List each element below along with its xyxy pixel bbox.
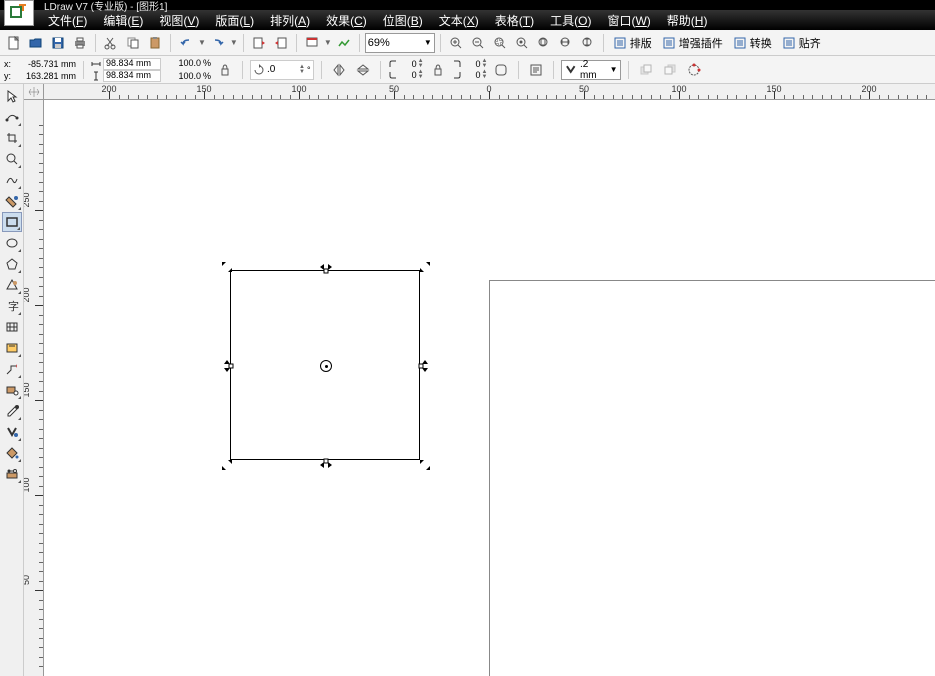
zoom-selection-button[interactable] (490, 33, 510, 53)
size-inputs[interactable]: 98.834 mm 98.834 mm (91, 58, 161, 82)
tool-palette: 字 (0, 84, 24, 676)
menu-e[interactable]: 编辑(E) (95, 12, 151, 29)
selection-handle[interactable] (417, 457, 433, 473)
wrap-text-button[interactable] (526, 60, 546, 80)
freehand-tool[interactable] (2, 170, 22, 190)
menu-l[interactable]: 版面(L) (207, 12, 262, 29)
canvas[interactable] (44, 100, 935, 676)
zhuanhuan-button[interactable]: 转换 (729, 35, 776, 51)
import-button[interactable] (249, 33, 269, 53)
rectangle-tool[interactable] (2, 212, 22, 232)
zoom-select[interactable]: 69%▼ (365, 33, 435, 53)
node-handle[interactable] (419, 364, 424, 369)
menu-o[interactable]: 工具(O) (542, 12, 599, 29)
menu-c[interactable]: 效果(C) (318, 12, 375, 29)
selection-handle[interactable] (219, 259, 235, 275)
property-bar: x:-85.731 mm y:163.281 mm 98.834 mm 98.8… (0, 56, 935, 84)
standard-toolbar: ▼ ▼ ▼ 69%▼ 排版增强插件转换贴齐 (0, 30, 935, 56)
menu-f[interactable]: 文件(F) (40, 12, 95, 29)
selection-handle[interactable] (219, 457, 235, 473)
paste-button[interactable] (145, 33, 165, 53)
ellipse-tool[interactable] (2, 233, 22, 253)
menu-w[interactable]: 窗口(W) (599, 12, 658, 29)
position-display: x:-85.731 mm y:163.281 mm (4, 58, 76, 82)
tieqi-button[interactable]: 贴齐 (778, 35, 825, 51)
paiban-button[interactable]: 排版 (609, 35, 656, 51)
rotation-input[interactable]: ▲▼ ° (250, 60, 314, 80)
horizontal-ruler[interactable]: 20015010050050100150200 (44, 84, 935, 100)
save-button[interactable] (48, 33, 68, 53)
zengqiang-button[interactable]: 增强插件 (658, 35, 727, 51)
zoom-page-button[interactable] (534, 33, 554, 53)
menu-h[interactable]: 帮助(H) (659, 12, 716, 29)
pick-tool[interactable] (2, 86, 22, 106)
redo-button[interactable] (208, 33, 228, 53)
new-button[interactable] (4, 33, 24, 53)
selected-rectangle[interactable] (230, 270, 420, 460)
welcome-button[interactable] (334, 33, 354, 53)
crop-tool[interactable] (2, 128, 22, 148)
corner-style-button[interactable] (491, 60, 511, 80)
node-handle[interactable] (324, 459, 329, 464)
ruler-origin[interactable] (24, 84, 44, 100)
text-tool[interactable]: 字 (2, 296, 22, 316)
copy-button[interactable] (123, 33, 143, 53)
table-tool[interactable] (2, 317, 22, 337)
zoom-width-button[interactable] (556, 33, 576, 53)
titlebar: LDraw V7 (专业版) - [图形1] (0, 0, 935, 10)
selection-center[interactable] (320, 360, 332, 372)
eyedropper-tool[interactable] (2, 401, 22, 421)
open-button[interactable] (26, 33, 46, 53)
polygon-tool[interactable] (2, 254, 22, 274)
menu-x[interactable]: 文本(X) (431, 12, 487, 29)
corner-radius-left[interactable]: 0▲▼ 0▲▼ (388, 59, 424, 81)
basic-shapes-tool[interactable] (2, 275, 22, 295)
workspace: 字 20015010050050100150200 25020015010050 (0, 84, 935, 676)
connector-tool[interactable] (2, 359, 22, 379)
mirror-horizontal-button[interactable] (329, 60, 349, 80)
zoom-in-button[interactable] (446, 33, 466, 53)
dimension-tool[interactable] (2, 338, 22, 358)
window-title: LDraw V7 (专业版) - [图形1] (44, 0, 167, 13)
export-button[interactable] (271, 33, 291, 53)
menu-b[interactable]: 位图(B) (375, 12, 431, 29)
zoom-all-button[interactable] (512, 33, 532, 53)
page-boundary (489, 280, 935, 676)
smart-fill-tool[interactable] (2, 191, 22, 211)
app-launcher-button[interactable] (302, 33, 322, 53)
node-handle[interactable] (229, 364, 234, 369)
node-handle[interactable] (324, 269, 329, 274)
menu-v[interactable]: 视图(V) (151, 12, 207, 29)
corner-radius-right[interactable]: 0▲▼ 0▲▼ (452, 59, 488, 81)
interactive-tool[interactable] (2, 380, 22, 400)
canvas-area: 20015010050050100150200 25020015010050 (24, 84, 935, 676)
selection-handle[interactable] (417, 259, 433, 275)
convert-curves-button[interactable] (684, 60, 704, 80)
to-front-button[interactable] (636, 60, 656, 80)
outline-width-select[interactable]: .2 mm ▼ (561, 60, 621, 80)
undo-button[interactable] (176, 33, 196, 53)
cut-button[interactable] (101, 33, 121, 53)
svg-text:字: 字 (8, 299, 19, 313)
shape-tool[interactable] (2, 107, 22, 127)
zoom-height-button[interactable] (578, 33, 598, 53)
app-icon[interactable] (4, 0, 34, 26)
lock-ratio-button[interactable] (215, 60, 235, 80)
outline-tool[interactable] (2, 422, 22, 442)
interactive-fill-tool[interactable] (2, 464, 22, 484)
fill-tool[interactable] (2, 443, 22, 463)
mirror-vertical-button[interactable] (353, 60, 373, 80)
zoom-tool[interactable] (2, 149, 22, 169)
to-back-button[interactable] (660, 60, 680, 80)
lock-corners-button[interactable] (428, 60, 448, 80)
vertical-ruler[interactable]: 25020015010050 (24, 100, 44, 676)
zoom-out-button[interactable] (468, 33, 488, 53)
menubar: 文件(F)编辑(E)视图(V)版面(L)排列(A)效果(C)位图(B)文本(X)… (0, 10, 935, 30)
menu-a[interactable]: 排列(A) (262, 12, 318, 29)
menu-t[interactable]: 表格(T) (487, 12, 542, 29)
print-button[interactable] (70, 33, 90, 53)
scale-inputs[interactable]: 100.0% 100.0% (165, 57, 211, 83)
